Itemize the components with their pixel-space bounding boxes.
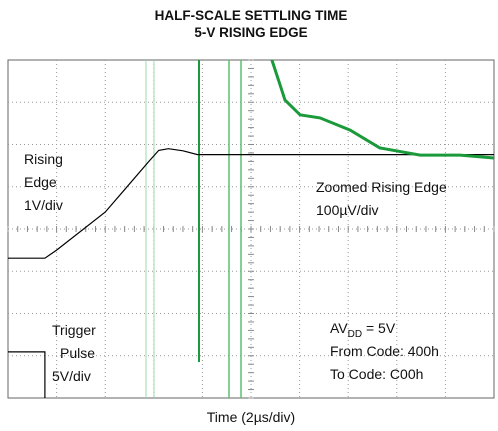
annotation-sub: DD [348, 329, 362, 340]
annotation: 1V/div [24, 197, 63, 213]
annotation: Edge [24, 174, 57, 190]
x-axis-label: Time (2µs/div) [207, 409, 295, 425]
annotation: Trigger [52, 322, 96, 338]
chart: HALF-SCALE SETTLING TIME 5-V RISING EDGE… [0, 0, 498, 431]
annotation: 100µV/div [316, 202, 379, 218]
annotation: Rising [24, 151, 63, 167]
title-line: 5-V RISING EDGE [194, 25, 307, 40]
annotation: 5V/div [52, 368, 91, 384]
title-line: HALF-SCALE SETTLING TIME [155, 8, 348, 23]
annotation-part: AV [330, 320, 348, 336]
annotation: Zoomed Rising Edge [316, 179, 447, 195]
annotation-part: = 5V [362, 320, 396, 336]
annotation: Pulse [60, 345, 95, 361]
annotation: From Code: 400h [330, 343, 439, 359]
annotation: To Code: C00h [330, 366, 423, 382]
